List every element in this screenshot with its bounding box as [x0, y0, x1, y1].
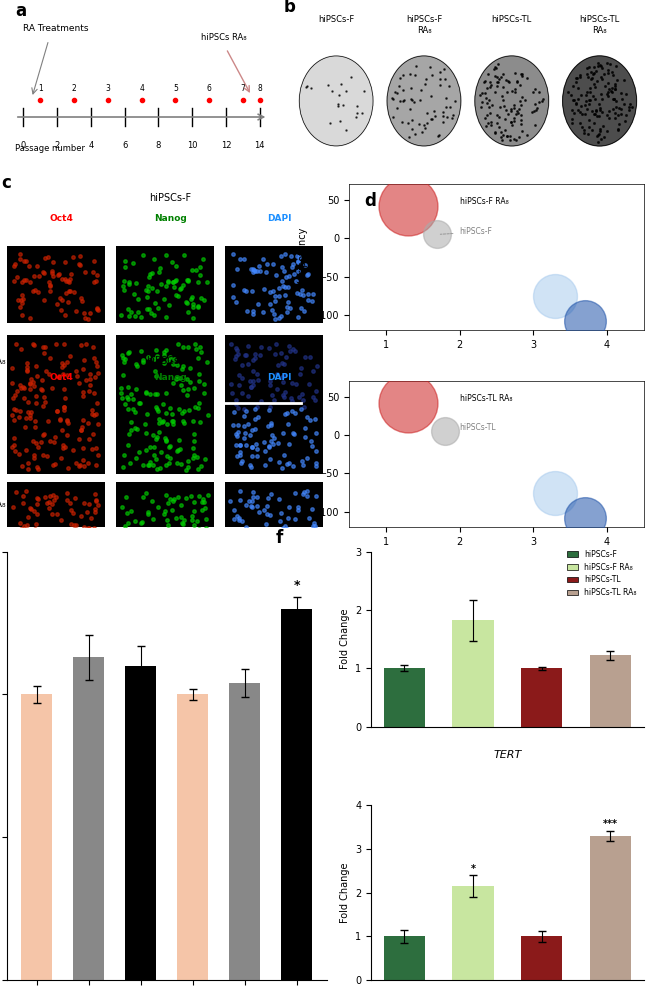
Bar: [116, 482, 214, 555]
Text: f: f: [276, 529, 283, 546]
Text: Oct4: Oct4: [49, 214, 73, 223]
Bar: [224, 246, 322, 323]
Circle shape: [299, 56, 373, 146]
Text: hiPSCs-TL: hiPSCs-TL: [491, 15, 532, 25]
Point: [550, 485, 560, 501]
Text: 14: 14: [255, 141, 265, 149]
Text: RA₈: RA₈: [0, 357, 6, 366]
Text: hiPSCs-F: hiPSCs-F: [318, 15, 354, 25]
Point: [403, 395, 413, 411]
Bar: [21, 695, 52, 980]
Text: DAPI: DAPI: [266, 373, 291, 382]
Bar: [384, 668, 425, 727]
Bar: [6, 401, 105, 474]
Text: 0: 0: [21, 141, 26, 149]
Point: [579, 313, 590, 329]
Text: 2: 2: [55, 141, 60, 149]
Text: a: a: [15, 2, 26, 21]
Text: hiPSCs RA₈: hiPSCs RA₈: [201, 33, 246, 42]
Point: [579, 510, 590, 526]
Text: 6: 6: [122, 141, 127, 149]
Text: 8: 8: [156, 141, 161, 149]
Bar: [521, 668, 562, 727]
Text: *: *: [293, 579, 300, 592]
Circle shape: [475, 56, 549, 146]
Text: hiPSCs-TL: hiPSCs-TL: [146, 356, 194, 366]
Text: 2: 2: [72, 84, 77, 93]
Text: 8: 8: [257, 84, 262, 93]
Text: 3: 3: [105, 84, 110, 93]
Bar: [590, 655, 631, 727]
Text: 4: 4: [88, 141, 94, 149]
Text: 6: 6: [207, 84, 212, 93]
Bar: [6, 246, 105, 323]
Bar: [6, 336, 105, 413]
Text: ***: ***: [603, 819, 618, 829]
Text: TERT: TERT: [493, 750, 521, 760]
Text: *: *: [471, 863, 476, 874]
Text: Passage number: Passage number: [15, 145, 85, 153]
Text: hiPSCs-F
RA₈: hiPSCs-F RA₈: [406, 15, 442, 35]
Text: 12: 12: [221, 141, 231, 149]
Y-axis label: pluripotency: pluripotency: [297, 227, 307, 288]
Bar: [452, 621, 493, 727]
Text: 1: 1: [38, 84, 43, 93]
Text: Oct4: Oct4: [49, 373, 73, 382]
Circle shape: [563, 56, 636, 146]
Bar: [590, 836, 631, 980]
Text: RA₈: RA₈: [0, 500, 6, 509]
Text: b: b: [283, 0, 295, 16]
Text: hiPSCs-F: hiPSCs-F: [149, 193, 191, 203]
Text: 4: 4: [139, 84, 144, 93]
Text: Nanog: Nanog: [153, 373, 187, 382]
Bar: [521, 937, 562, 980]
Text: hiPSCs-TL RA₈: hiPSCs-TL RA₈: [460, 394, 512, 403]
Text: RA Treatments: RA Treatments: [23, 25, 89, 34]
Legend: hiPSCs-F, hiPSCs-F RA₈, hiPSCs-TL, hiPSCs-TL RA₈: hiPSCs-F, hiPSCs-F RA₈, hiPSCs-TL, hiPSC…: [564, 546, 640, 600]
Bar: [384, 937, 425, 980]
Point: [439, 424, 450, 440]
Text: c: c: [1, 174, 11, 192]
Point: [432, 227, 443, 243]
Text: hiPSCs-F RA₈: hiPSCs-F RA₈: [460, 197, 508, 206]
Bar: [116, 336, 214, 413]
Circle shape: [387, 56, 461, 146]
Text: 5: 5: [173, 84, 178, 93]
Text: Nanog: Nanog: [153, 214, 187, 223]
Text: hiPSCs-TL
RA₈: hiPSCs-TL RA₈: [579, 15, 619, 35]
Bar: [116, 246, 214, 323]
Text: 10: 10: [187, 141, 198, 149]
Bar: [224, 482, 322, 555]
Bar: [116, 401, 214, 474]
Text: d: d: [364, 192, 376, 210]
Bar: [281, 609, 312, 980]
X-axis label: novelty: novelty: [478, 552, 514, 562]
Y-axis label: Fold Change: Fold Change: [340, 609, 350, 669]
Bar: [125, 666, 156, 980]
Bar: [224, 336, 322, 413]
Text: 7: 7: [240, 84, 245, 93]
Bar: [224, 401, 322, 474]
Y-axis label: Fold Change: Fold Change: [340, 862, 350, 923]
Point: [550, 288, 560, 304]
Text: hiPSCs-F: hiPSCs-F: [460, 227, 493, 236]
Bar: [6, 482, 105, 555]
Bar: [452, 886, 493, 980]
Bar: [177, 695, 208, 980]
Bar: [229, 683, 260, 980]
Text: hiPSCs-TL: hiPSCs-TL: [460, 424, 496, 433]
Point: [403, 198, 413, 214]
Text: DAPI: DAPI: [266, 214, 291, 223]
Bar: [73, 657, 104, 980]
